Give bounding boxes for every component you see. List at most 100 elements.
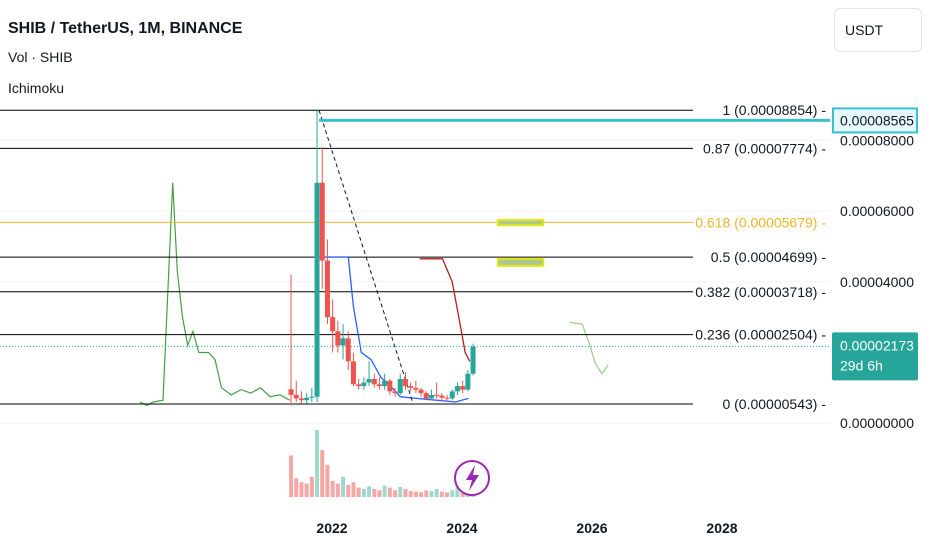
target-zones — [496, 218, 545, 267]
high-price-tag-inner — [834, 109, 916, 132]
price-tick-label: 0.00000000 — [840, 415, 914, 431]
candle-body — [423, 393, 429, 399]
fib-label-0: 0 (0.00000543) - — [722, 396, 826, 412]
candle-body — [382, 380, 388, 387]
ichimoku-legend: Ichimoku — [8, 80, 65, 96]
candle-body — [376, 384, 382, 387]
candle-body — [361, 382, 367, 387]
lightning-icon[interactable] — [454, 460, 490, 496]
time-axis[interactable]: 2022 2024 2026 2028 — [316, 520, 737, 536]
candle-body — [345, 338, 351, 362]
candle-body — [444, 397, 450, 399]
volume-bar — [320, 450, 325, 497]
volume-bar — [315, 430, 320, 497]
target-zone — [496, 218, 545, 227]
current-price-tag — [832, 332, 918, 381]
candle-body — [288, 389, 294, 395]
fib-projection — [0, 110, 830, 405]
fib-label-0.87: 0.87 (0.00007774) - — [703, 140, 826, 156]
candle-body — [454, 386, 460, 392]
candle-body — [371, 379, 377, 385]
candle-countdown: 29d 6h — [840, 357, 883, 373]
candle-body — [319, 182, 325, 261]
volume-bar — [398, 486, 403, 497]
candle-body — [413, 387, 419, 390]
candle-body — [298, 398, 304, 401]
volume-bar — [413, 491, 418, 497]
projection-line — [318, 110, 414, 405]
time-tick-label: 2028 — [706, 520, 737, 536]
candles — [288, 110, 476, 406]
candle-body — [350, 361, 356, 385]
candle-body — [460, 386, 466, 390]
candle-body — [314, 182, 320, 397]
volume-bar — [403, 488, 408, 497]
candle-body — [309, 396, 315, 398]
currency-button[interactable]: USDT — [834, 8, 922, 52]
volume-bar — [335, 483, 340, 497]
volume-bar — [372, 488, 377, 497]
candle-body — [449, 391, 455, 399]
volume-bar — [289, 455, 294, 497]
time-tick-label: 2022 — [316, 520, 347, 536]
chikou-projection-line — [569, 321, 609, 375]
time-tick-label: 2024 — [446, 520, 477, 536]
volume-bar — [309, 476, 314, 497]
price-tick-label: 0.00004000 — [840, 274, 914, 290]
candle-body — [402, 379, 408, 387]
candle-body — [335, 331, 341, 346]
volume-bar — [377, 490, 382, 497]
volume-bar — [304, 483, 309, 497]
chikou-span — [139, 182, 609, 407]
fib-label-1: 1 (0.00008854) - — [722, 102, 826, 118]
fib-label-0.618: 0.618 (0.00005679) - — [695, 214, 826, 230]
volume-bars — [289, 430, 476, 497]
volume-bar — [341, 476, 346, 497]
price-axis[interactable]: 0.00008000 0.00006000 0.00004000 0.00000000 — [840, 132, 914, 431]
high-price-label: 0.00008565 — [840, 112, 914, 128]
target-zone — [496, 257, 545, 267]
candle-body — [356, 384, 362, 387]
candle-body — [324, 260, 330, 318]
fib-label-0.236: 0.236 (0.00002504) - — [695, 327, 826, 343]
volume-bar — [408, 490, 413, 497]
candle-body — [470, 346, 476, 374]
volume-bar — [393, 490, 398, 497]
chart-title: SHIB / TetherUS, 1M, BINANCE — [8, 20, 243, 37]
volume-legend: Vol · SHIB — [8, 49, 73, 65]
current-price-label: 0.00002173 — [840, 337, 914, 353]
fib-label-0.382: 0.382 (0.00003718) - — [695, 284, 826, 300]
volume-bar — [346, 484, 351, 497]
volume-bar — [450, 490, 455, 497]
candle-body — [465, 373, 471, 390]
price-tick-label: 0.00006000 — [840, 203, 914, 219]
volume-bar — [429, 490, 434, 497]
volume-bar — [445, 492, 450, 497]
volume-bar — [387, 487, 392, 497]
candle-body — [392, 391, 398, 394]
fib-label-0.5: 0.5 (0.00004699) - — [711, 249, 827, 265]
volume-bar — [361, 488, 366, 497]
time-tick-label: 2026 — [576, 520, 607, 536]
chart-grid — [0, 139, 830, 424]
volume-bar — [330, 480, 335, 497]
candle-body — [397, 379, 403, 394]
ichimoku-lines — [319, 256, 471, 403]
volume-bar — [367, 486, 372, 497]
volume-bar — [294, 478, 299, 497]
volume-bar — [382, 485, 387, 497]
candle-body — [439, 395, 445, 398]
chikou-line — [139, 182, 290, 407]
candle-body — [330, 317, 336, 332]
candle-body — [418, 389, 424, 394]
price-tick-label: 0.00008000 — [840, 132, 914, 148]
volume-bar — [351, 482, 356, 497]
candle-body — [293, 394, 299, 399]
candle-body — [428, 394, 434, 399]
volume-bar — [455, 486, 460, 497]
candle-body — [304, 397, 310, 401]
volume-bar — [299, 482, 304, 497]
candle-body — [366, 379, 372, 383]
volume-bar — [356, 487, 361, 497]
